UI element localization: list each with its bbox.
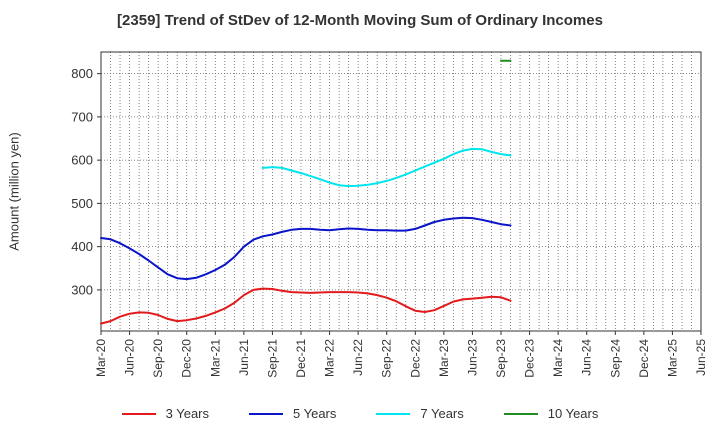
legend-swatch-10-years — [503, 412, 538, 415]
x-tick-label: Dec-20 — [180, 339, 194, 378]
legend-item-3-years: 3 Years — [121, 406, 209, 421]
legend-label-7-years: 7 Years — [420, 406, 464, 421]
x-tick-label: Dec-23 — [523, 339, 537, 378]
x-tick-label: Jun-21 — [237, 339, 251, 376]
x-tick-label: Jun-25 — [694, 339, 708, 376]
x-tick-label: Sep-21 — [265, 339, 279, 378]
x-tick-label: Sep-20 — [151, 339, 165, 378]
x-tick-label: Dec-22 — [408, 339, 422, 378]
legend-swatch-5-years — [249, 412, 283, 415]
x-tick-label: Mar-24 — [551, 339, 565, 377]
x-tick-label: Mar-21 — [208, 339, 222, 377]
y-tick-label: 300 — [71, 282, 93, 297]
plot-area — [101, 52, 701, 331]
plot-border — [100, 51, 702, 332]
legend-label-10-years: 10 Years — [547, 406, 599, 421]
legend-item-10-years: 10 Years — [503, 406, 599, 421]
legend-label-5-years: 5 Years — [293, 406, 337, 421]
x-tick-label: Jun-24 — [580, 339, 594, 376]
x-tick-label: Jun-23 — [465, 339, 479, 376]
y-tick-label: 400 — [71, 239, 93, 254]
x-tick-label: Mar-22 — [323, 339, 337, 377]
series-line-3-years — [100, 287, 512, 325]
x-tick-label: Dec-21 — [294, 339, 308, 378]
y-tick-label: 700 — [71, 109, 93, 124]
x-tick-label: Sep-24 — [608, 339, 622, 378]
legend-label-3-years: 3 Years — [165, 406, 209, 421]
y-tick-label: 600 — [71, 153, 93, 168]
legend-item-7-years: 7 Years — [376, 406, 464, 421]
series-line-5-years — [100, 216, 512, 281]
chart-plot: 300 400 500 600 700 800 Mar-20 Jun-20 Sep-20 Dec-… — [71, 51, 708, 378]
legend: 3 Years 5 Years 7 Years 10 Years — [0, 406, 720, 421]
y-tick-label: 500 — [71, 196, 93, 211]
x-tick-label: Sep-23 — [494, 339, 508, 378]
x-tick-label: Mar-23 — [437, 339, 451, 377]
x-tick-label: Jun-20 — [123, 339, 137, 376]
y-tick-label: 800 — [71, 66, 93, 81]
x-tick-label: Mar-20 — [94, 339, 108, 377]
chart-title: [2359] Trend of StDev of 12-Month Moving… — [117, 12, 603, 29]
legend-swatch-3-years — [121, 412, 156, 415]
series-line-7-years — [261, 147, 512, 188]
x-tick-label: Mar-25 — [665, 339, 679, 377]
x-tick-label: Jun-22 — [351, 339, 365, 376]
x-tick-label: Dec-24 — [637, 339, 651, 378]
legend-swatch-7-years — [376, 412, 411, 415]
legend-item-5-years: 5 Years — [249, 406, 336, 421]
x-tick-label: Sep-22 — [380, 339, 394, 378]
